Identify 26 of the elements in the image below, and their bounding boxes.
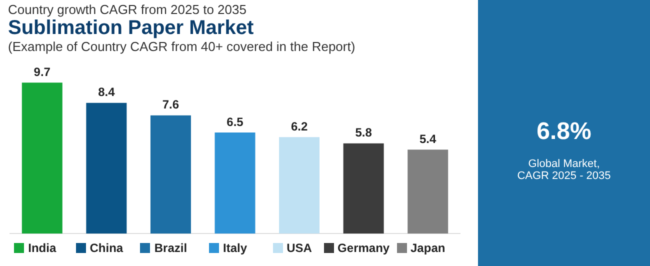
x-tick-label: Italy: [222, 241, 248, 256]
x-tick-label: Japan: [410, 241, 446, 256]
bar: [279, 137, 320, 234]
bar: [408, 150, 448, 234]
text: 6.8%: [536, 118, 592, 146]
x-tick-label: China: [90, 241, 124, 256]
data-label: 5.8: [355, 126, 372, 140]
data-label: 8.4: [98, 85, 116, 100]
data-label: 7.6: [162, 98, 180, 112]
x-tick-label: Brazil: [154, 241, 188, 256]
x-tick-label: USA: [286, 241, 312, 256]
x-tick-label: India: [28, 241, 56, 256]
bar: [22, 82, 62, 234]
x-tick-label: Germany: [338, 241, 390, 256]
data-label: 9.7: [34, 64, 51, 79]
bar: [150, 115, 191, 234]
data-label: 5.4: [420, 132, 437, 146]
bar: [86, 102, 127, 234]
text: Global Market, CAGR 2025 - 2035: [516, 158, 612, 182]
bar: [343, 143, 384, 234]
data-label: 6.5: [226, 114, 244, 129]
bar: [214, 132, 256, 234]
chart-subtitle: (Example of Country CAGR from 40+ covered in the Report): [8, 39, 356, 54]
text: Country growth CAGR from 2025 to 2035: [8, 2, 248, 17]
chart-title: Sublimation Paper Market: [8, 17, 255, 39]
data-label: 6.2: [290, 119, 308, 134]
